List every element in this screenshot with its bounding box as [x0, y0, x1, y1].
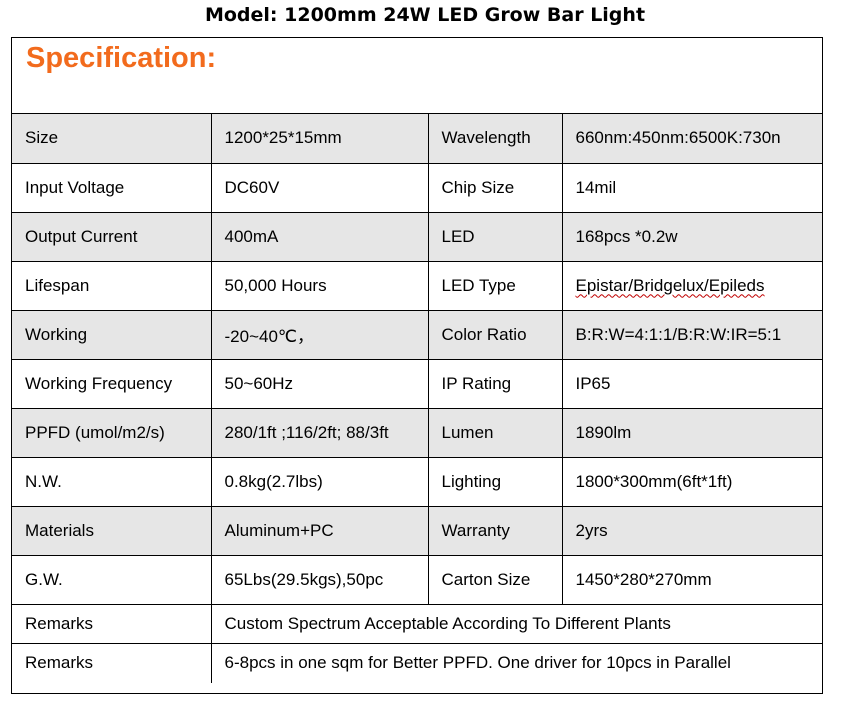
- spec-label: Lumen: [428, 408, 563, 458]
- spec-value: 400mA: [211, 212, 429, 262]
- spec-value: Epistar/Bridgelux/Epileds: [562, 261, 822, 311]
- spec-value: 0.8kg(2.7lbs): [211, 457, 429, 507]
- spec-value: 1890lm: [562, 408, 822, 458]
- table-row: Working -20~40℃， Color Ratio B:R:W=4:1:1…: [12, 310, 822, 360]
- spec-value: 65Lbs(29.5kgs),50pc: [211, 555, 429, 605]
- spec-value: DC60V: [211, 163, 429, 213]
- spec-label: PPFD (umol/m2/s): [12, 408, 212, 458]
- spec-sheet: Specification: Size 1200*25*15mm Wavelen…: [11, 37, 823, 694]
- spec-label: G.W.: [12, 555, 212, 605]
- spec-label: LED: [428, 212, 563, 262]
- spec-value-text: Epistar/Bridgelux/Epileds: [575, 275, 765, 295]
- remarks-row: Remarks 6-8pcs in one sqm for Better PPF…: [12, 643, 822, 683]
- spec-label: Lifespan: [12, 261, 212, 311]
- spec-label: Chip Size: [428, 163, 563, 213]
- spec-label: Input Voltage: [12, 163, 212, 213]
- remarks-row: Remarks Custom Spectrum Acceptable Accor…: [12, 604, 822, 644]
- remarks-value: Custom Spectrum Acceptable According To …: [211, 604, 822, 644]
- table-row: Working Frequency 50~60Hz IP Rating IP65: [12, 359, 822, 409]
- spec-value: IP65: [562, 359, 822, 409]
- spec-label: Working Frequency: [12, 359, 212, 409]
- spec-value: 50~60Hz: [211, 359, 429, 409]
- spec-value: 50,000 Hours: [211, 261, 429, 311]
- table-row: N.W. 0.8kg(2.7lbs) Lighting 1800*300mm(6…: [12, 457, 822, 507]
- table-row: PPFD (umol/m2/s) 280/1ft ;116/2ft; 88/3f…: [12, 408, 822, 458]
- spec-value: -20~40℃，: [211, 310, 429, 360]
- spec-value: 1800*300mm(6ft*1ft): [562, 457, 822, 507]
- spec-label: Color Ratio: [428, 310, 563, 360]
- remarks-label: Remarks: [12, 643, 212, 683]
- spec-header: Specification:: [12, 38, 822, 114]
- spec-label: Carton Size: [428, 555, 563, 605]
- spec-label: Wavelength: [428, 114, 563, 164]
- spec-label: Lighting: [428, 457, 563, 507]
- spec-table: Size 1200*25*15mm Wavelength 660nm:450nm…: [12, 114, 822, 683]
- spec-value: 660nm:450nm:6500K:730n: [562, 114, 822, 164]
- table-row: Input Voltage DC60V Chip Size 14mil: [12, 163, 822, 213]
- spec-label: Materials: [12, 506, 212, 556]
- spec-label: Output Current: [12, 212, 212, 262]
- spec-value: 280/1ft ;116/2ft; 88/3ft: [211, 408, 429, 458]
- spec-label: Working: [12, 310, 212, 360]
- remarks-value: 6-8pcs in one sqm for Better PPFD. One d…: [224, 653, 731, 673]
- table-row: G.W. 65Lbs(29.5kgs),50pc Carton Size 145…: [12, 555, 822, 605]
- table-row: Lifespan 50,000 Hours LED Type Epistar/B…: [12, 261, 822, 311]
- spec-value: 2yrs: [562, 506, 822, 556]
- document-title: Model: 1200mm 24W LED Grow Bar Light: [204, 4, 646, 26]
- spec-value: 1200*25*15mm: [211, 114, 429, 164]
- table-row: Materials Aluminum+PC Warranty 2yrs: [12, 506, 822, 556]
- spec-label: LED Type: [428, 261, 563, 311]
- spec-value: 14mil: [562, 163, 822, 213]
- spec-label: IP Rating: [428, 359, 563, 409]
- spec-value: 168pcs *0.2w: [562, 212, 822, 262]
- spec-value: 1450*280*270mm: [562, 555, 822, 605]
- table-row: Size 1200*25*15mm Wavelength 660nm:450nm…: [12, 114, 822, 164]
- spec-label: Warranty: [428, 506, 563, 556]
- spec-title: Specification:: [26, 42, 217, 74]
- spec-label: Size: [12, 114, 212, 164]
- remarks-label: Remarks: [12, 604, 212, 644]
- spec-value: Aluminum+PC: [211, 506, 429, 556]
- spec-label: N.W.: [12, 457, 212, 507]
- spec-value: B:R:W=4:1:1/B:R:W:IR=5:1: [562, 310, 822, 360]
- table-row: Output Current 400mA LED 168pcs *0.2w: [12, 212, 822, 262]
